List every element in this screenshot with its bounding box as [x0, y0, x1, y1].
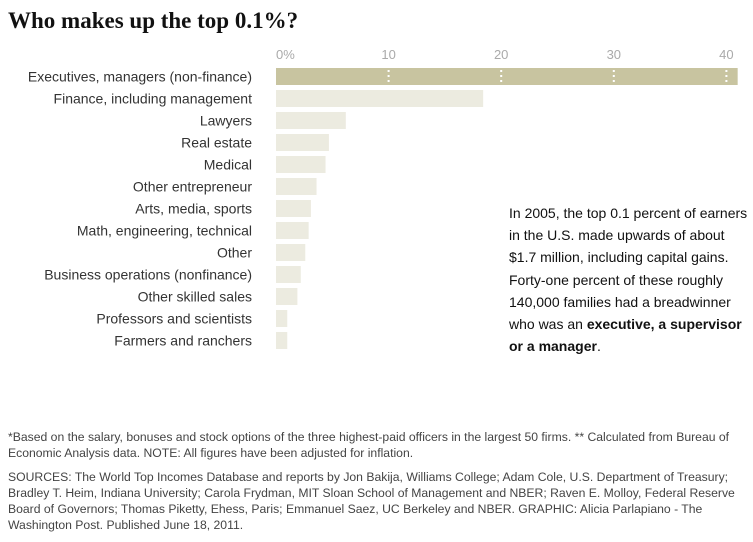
category-label: Finance, including management — [54, 91, 253, 107]
bar — [276, 332, 288, 349]
x-tick-label: 10 — [381, 47, 395, 62]
category-label: Arts, media, sports — [135, 201, 252, 217]
bar — [276, 134, 329, 151]
x-tick-label: 0% — [276, 47, 295, 62]
category-label: Other entrepreneur — [133, 179, 252, 195]
category-label: Business operations (nonfinance) — [44, 267, 252, 283]
bar — [276, 200, 311, 217]
annotation-bold-text: executive, a supervisor or a manager — [509, 316, 742, 355]
chart-title: Who makes up the top 0.1%? — [8, 8, 299, 33]
x-tick-label: 30 — [607, 47, 621, 62]
bar — [276, 266, 301, 283]
bar — [276, 112, 346, 129]
category-label: Medical — [204, 157, 252, 173]
category-label: Other — [217, 245, 252, 261]
category-label: Lawyers — [200, 113, 252, 129]
category-label: Executives, managers (non-finance) — [28, 69, 252, 85]
bar-chart: 0% 10 20 30 40 Executives, managers (non-fina… — [28, 47, 738, 349]
sources-credit: SOURCES: The World Top Incomes Database … — [8, 470, 735, 532]
annotation-text-after: . — [596, 338, 601, 355]
annotation-text-before: In 2005, the top 0.1 percent of earners … — [509, 205, 748, 333]
bar — [276, 90, 484, 107]
category-label: Professors and scientists — [96, 311, 252, 327]
category-label: Real estate — [181, 135, 252, 151]
bar — [276, 178, 317, 195]
bar — [276, 156, 326, 173]
bar — [276, 68, 738, 85]
annotation-text: In 2005, the top 0.1 percent of earners … — [509, 202, 753, 357]
bar — [276, 222, 309, 239]
bar — [276, 244, 306, 261]
category-label: Math, engineering, technical — [77, 223, 252, 239]
bar — [276, 288, 298, 305]
bar — [276, 310, 288, 327]
footnote: *Based on the salary, bonuses and stock … — [8, 430, 730, 460]
category-label: Farmers and ranchers — [114, 333, 252, 349]
x-tick-label: 20 — [494, 47, 508, 62]
category-label: Other skilled sales — [138, 289, 252, 305]
x-tick-label: 40 — [719, 47, 733, 62]
